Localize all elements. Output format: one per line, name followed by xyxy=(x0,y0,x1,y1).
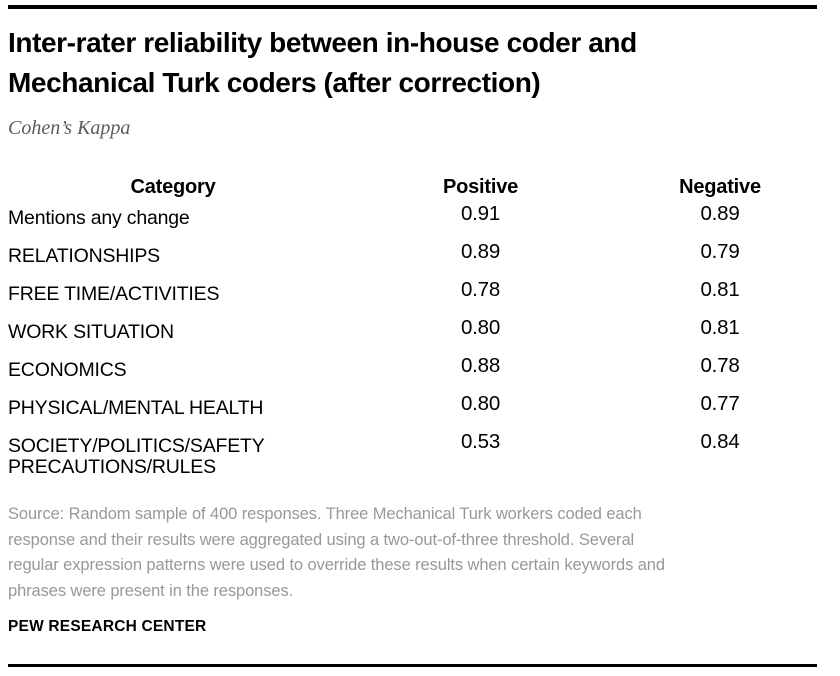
source-line: phrases were present in the responses. xyxy=(8,581,294,600)
table-row: ECONOMICS 0.88 0.78 xyxy=(8,354,817,394)
page-title: Inter-rater reliability between in-house… xyxy=(8,23,817,103)
table-row: SOCIETY/POLITICS/SAFETY PRECAUTIONS/RULE… xyxy=(8,430,817,478)
category-cell: RELATIONSHIPS xyxy=(8,245,160,267)
positive-value-cell: 0.88 xyxy=(460,354,501,377)
category-cell: PHYSICAL/MENTAL HEALTH xyxy=(8,397,264,419)
category-cell: ECONOMICS xyxy=(8,359,127,381)
kappa-table: Category Positive Negative Mentions any … xyxy=(8,175,817,478)
page-title-line-2: Mechanical Turk coders (after correction… xyxy=(8,67,541,98)
source-line: Source: Random sample of 400 responses. … xyxy=(8,505,642,523)
subtitle: Cohen’s Kappa xyxy=(8,117,131,139)
category-cell: WORK SITUATION xyxy=(8,321,174,343)
source-note: Source: Random sample of 400 responses. … xyxy=(8,502,817,604)
negative-value-cell: 0.84 xyxy=(700,430,740,453)
positive-value-cell: 0.89 xyxy=(460,240,501,263)
table-row: RELATIONSHIPS 0.89 0.79 xyxy=(8,240,817,280)
negative-value-cell: 0.81 xyxy=(700,278,740,301)
positive-value-cell: 0.53 xyxy=(460,430,501,453)
negative-value-cell: 0.77 xyxy=(700,392,740,415)
negative-value-cell: 0.79 xyxy=(700,240,740,263)
positive-value-cell: 0.91 xyxy=(460,202,501,225)
column-header-category: Category xyxy=(130,176,216,198)
table-row: Mentions any change 0.91 0.89 xyxy=(8,202,817,242)
table-body: Mentions any change 0.91 0.89 RELATIONSHIPS… xyxy=(8,202,817,478)
source-line: regular expression patterns were used to… xyxy=(8,556,665,574)
negative-value-cell: 0.89 xyxy=(700,202,740,225)
column-header-positive: Positive xyxy=(442,176,519,198)
category-cell: FREE TIME/ACTIVITIES xyxy=(8,283,220,305)
table-row: WORK SITUATION 0.80 0.81 xyxy=(8,316,817,356)
table-header-row: Category Positive Negative xyxy=(8,175,817,199)
category-cell: SOCIETY/POLITICS/SAFETY PRECAUTIONS/RULE… xyxy=(8,435,265,478)
positive-value-cell: 0.80 xyxy=(460,316,501,339)
positive-value-cell: 0.78 xyxy=(460,278,501,301)
bottom-accent-bar xyxy=(8,664,817,667)
pew-research-center-wordmark: PEW RESEARCH CENTER xyxy=(8,618,207,635)
source-line: response and their results were aggregat… xyxy=(8,530,635,549)
negative-value-cell: 0.78 xyxy=(700,354,740,377)
column-header-negative: Negative xyxy=(679,176,761,198)
top-accent-bar xyxy=(8,5,817,9)
page-title-line-1: Inter-rater reliability between in-house… xyxy=(8,27,637,58)
positive-value-cell: 0.80 xyxy=(460,392,501,415)
table-row: FREE TIME/ACTIVITIES 0.78 0.81 xyxy=(8,278,817,318)
category-cell: Mentions any change xyxy=(8,207,190,229)
negative-value-cell: 0.81 xyxy=(700,316,740,339)
table-row: PHYSICAL/MENTAL HEALTH 0.80 0.77 xyxy=(8,392,817,432)
